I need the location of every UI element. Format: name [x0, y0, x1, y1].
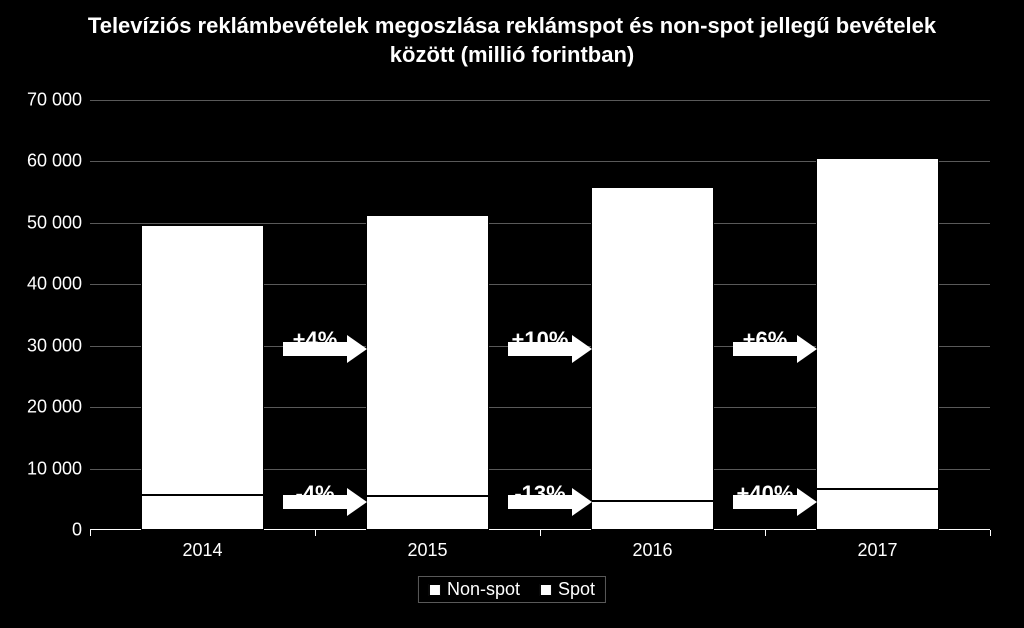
bar-spot — [141, 225, 265, 495]
chart-title: Televíziós reklámbevételek megoszlása re… — [0, 0, 1024, 69]
arrow-icon — [508, 342, 572, 356]
y-tick-label: 60 000 — [27, 151, 90, 172]
y-tick-label: 0 — [72, 520, 90, 541]
arrow-icon — [508, 495, 572, 509]
chart-container: Televíziós reklámbevételek megoszlása re… — [0, 0, 1024, 628]
x-tick-mark — [765, 530, 766, 536]
legend-item: Spot — [540, 579, 595, 600]
x-tick-mark — [315, 530, 316, 536]
legend-label: Spot — [558, 579, 595, 600]
bar-spot — [591, 187, 715, 500]
arrow-icon — [283, 342, 347, 356]
x-tick-mark — [540, 530, 541, 536]
bar-nonspot — [591, 501, 715, 530]
legend: Non-spot Spot — [418, 576, 606, 603]
bar-nonspot — [816, 489, 940, 530]
plot-area: 010 00020 00030 00040 00050 00060 00070 … — [90, 100, 990, 530]
x-tick-label: 2014 — [182, 540, 222, 561]
legend-swatch — [429, 584, 441, 596]
y-tick-label: 70 000 — [27, 90, 90, 111]
y-tick-label: 10 000 — [27, 458, 90, 479]
x-tick-label: 2017 — [857, 540, 897, 561]
y-tick-label: 40 000 — [27, 274, 90, 295]
x-tick-label: 2015 — [407, 540, 447, 561]
y-tick-label: 30 000 — [27, 335, 90, 356]
bar-spot — [816, 158, 940, 488]
x-tick-label: 2016 — [632, 540, 672, 561]
bar-spot — [366, 215, 490, 496]
bar-nonspot — [366, 496, 490, 530]
legend-label: Non-spot — [447, 579, 520, 600]
y-tick-label: 20 000 — [27, 397, 90, 418]
gridline — [90, 100, 990, 101]
arrow-icon — [733, 495, 797, 509]
arrow-icon — [283, 495, 347, 509]
arrow-icon — [733, 342, 797, 356]
x-tick-mark — [990, 530, 991, 536]
y-tick-label: 50 000 — [27, 212, 90, 233]
legend-item: Non-spot — [429, 579, 520, 600]
bar-nonspot — [141, 495, 265, 530]
legend-swatch — [540, 584, 552, 596]
x-tick-mark — [90, 530, 91, 536]
